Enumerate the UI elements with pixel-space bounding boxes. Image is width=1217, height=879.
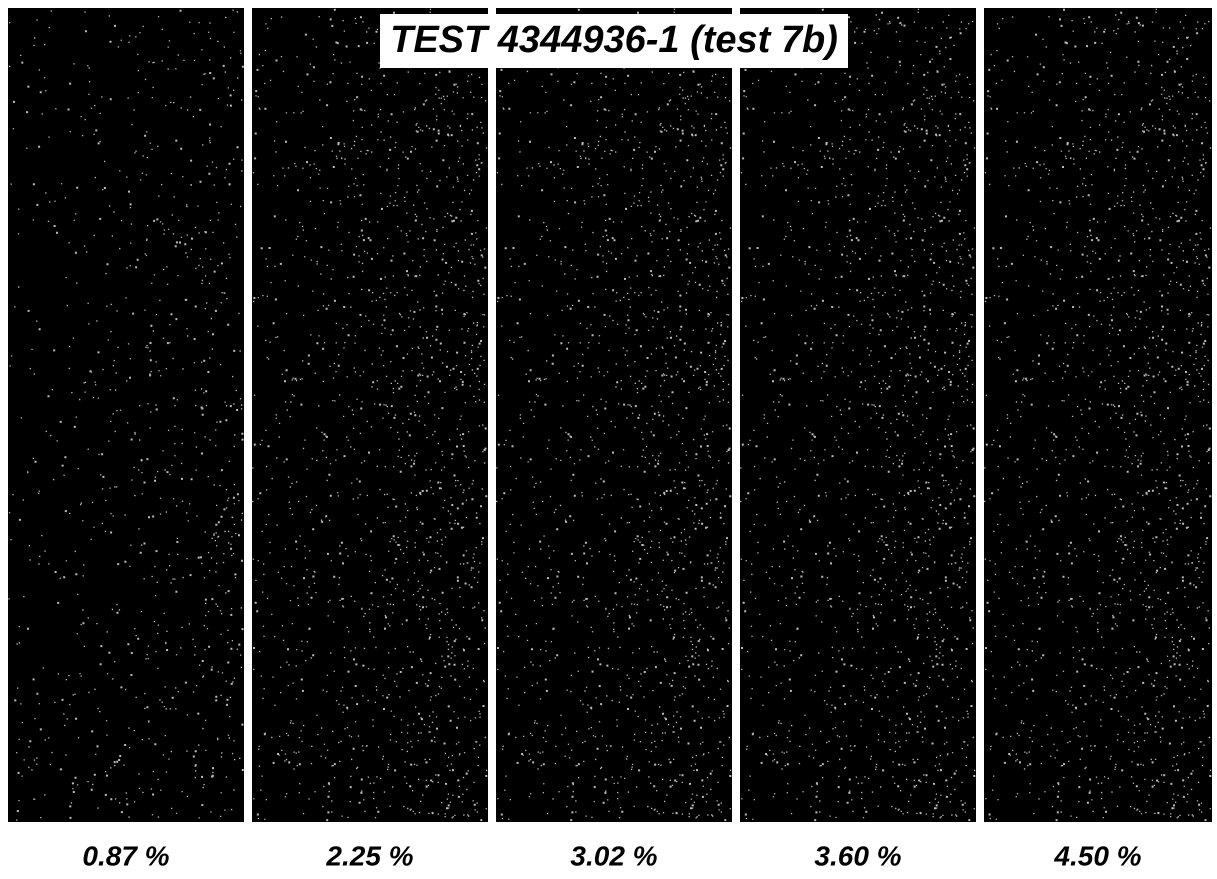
title-box	[380, 14, 848, 68]
panels	[8, 8, 1212, 822]
panel-label: 3.60 %	[814, 840, 901, 871]
panel-label: 2.25 %	[325, 840, 413, 871]
image-panel	[8, 8, 244, 822]
panel-label: 3.02 %	[570, 840, 657, 871]
image-panel	[496, 8, 732, 822]
image-panel	[984, 8, 1212, 822]
title: TEST 4344936-1 (test 7b)	[390, 19, 838, 61]
panel-label: 4.50 %	[1053, 840, 1141, 871]
image-panel	[740, 8, 976, 822]
panel-label: 0.87 %	[82, 840, 169, 871]
image-panel	[252, 8, 488, 822]
